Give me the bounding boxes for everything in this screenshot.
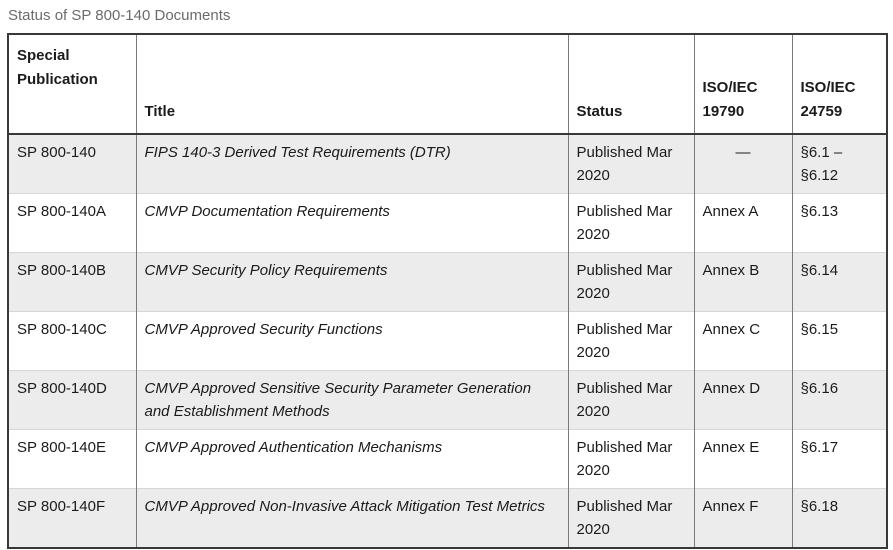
sp-cell: SP 800-140A	[8, 193, 136, 253]
iso24759-cell: §6.13	[791, 193, 887, 253]
table-row: SP 800-140F CMVP Approved Non-Invasive A…	[8, 488, 887, 548]
col-header-iso-24759: ISO/IEC 24759	[791, 34, 887, 135]
sp-800-140-status-table: Special Publication Title Status ISO/IEC…	[7, 33, 888, 549]
iso19790-cell: Annex D	[693, 370, 792, 430]
iso19790-cell: Annex E	[693, 429, 792, 489]
sp-cell: SP 800-140F	[8, 488, 136, 548]
table-header: Special Publication Title Status ISO/IEC…	[8, 34, 887, 135]
iso19790-cell: Annex F	[693, 488, 792, 548]
title-cell: CMVP Approved Sensitive Security Paramet…	[135, 370, 568, 430]
table-row: SP 800-140 FIPS 140-3 Derived Test Requi…	[8, 133, 887, 194]
sp-cell: SP 800-140D	[8, 370, 136, 430]
iso19790-cell: Annex B	[693, 252, 792, 312]
status-cell: Published Mar 2020	[567, 370, 694, 430]
col-header-status: Status	[567, 34, 694, 135]
status-cell: Published Mar 2020	[567, 429, 694, 489]
table-row: SP 800-140B CMVP Security Policy Require…	[8, 252, 887, 312]
title-cell: CMVP Approved Authentication Mechanisms	[135, 429, 568, 489]
header-row: Special Publication Title Status ISO/IEC…	[8, 34, 887, 135]
iso24759-cell: §6.14	[791, 252, 887, 312]
table-row: SP 800-140D CMVP Approved Sensitive Secu…	[8, 370, 887, 430]
iso24759-cell: §6.15	[791, 311, 887, 371]
title-cell: CMVP Security Policy Requirements	[135, 252, 568, 312]
sp-cell: SP 800-140E	[8, 429, 136, 489]
iso24759-cell: §6.1 –§6.12	[791, 133, 887, 194]
title-cell: CMVP Approved Security Functions	[135, 311, 568, 371]
sp-cell: SP 800-140C	[8, 311, 136, 371]
title-cell: CMVP Documentation Requirements	[135, 193, 568, 253]
iso24759-cell: §6.16	[791, 370, 887, 430]
col-header-iso-19790: ISO/IEC 19790	[693, 34, 792, 135]
iso19790-cell: Annex A	[693, 193, 792, 253]
table-row: SP 800-140A CMVP Documentation Requireme…	[8, 193, 887, 253]
status-cell: Published Mar 2020	[567, 193, 694, 253]
table-body: SP 800-140 FIPS 140-3 Derived Test Requi…	[8, 133, 887, 548]
iso24759-cell: §6.18	[791, 488, 887, 548]
iso24759-cell: §6.17	[791, 429, 887, 489]
status-cell: Published Mar 2020	[567, 133, 694, 194]
status-cell: Published Mar 2020	[567, 311, 694, 371]
title-cell: CMVP Approved Non-Invasive Attack Mitiga…	[135, 488, 568, 548]
table-row: SP 800-140E CMVP Approved Authentication…	[8, 429, 887, 489]
sp-cell: SP 800-140B	[8, 252, 136, 312]
iso19790-cell: Annex C	[693, 311, 792, 371]
status-cell: Published Mar 2020	[567, 252, 694, 312]
sp-cell: SP 800-140	[8, 133, 136, 194]
table-caption: Status of SP 800-140 Documents	[8, 7, 231, 24]
table-row: SP 800-140C CMVP Approved Security Funct…	[8, 311, 887, 371]
status-cell: Published Mar 2020	[567, 488, 694, 548]
col-header-special-publication: Special Publication	[8, 34, 136, 135]
iso19790-cell: —	[693, 133, 792, 194]
col-header-title: Title	[135, 34, 568, 135]
title-cell: FIPS 140-3 Derived Test Requirements (DT…	[135, 133, 568, 194]
